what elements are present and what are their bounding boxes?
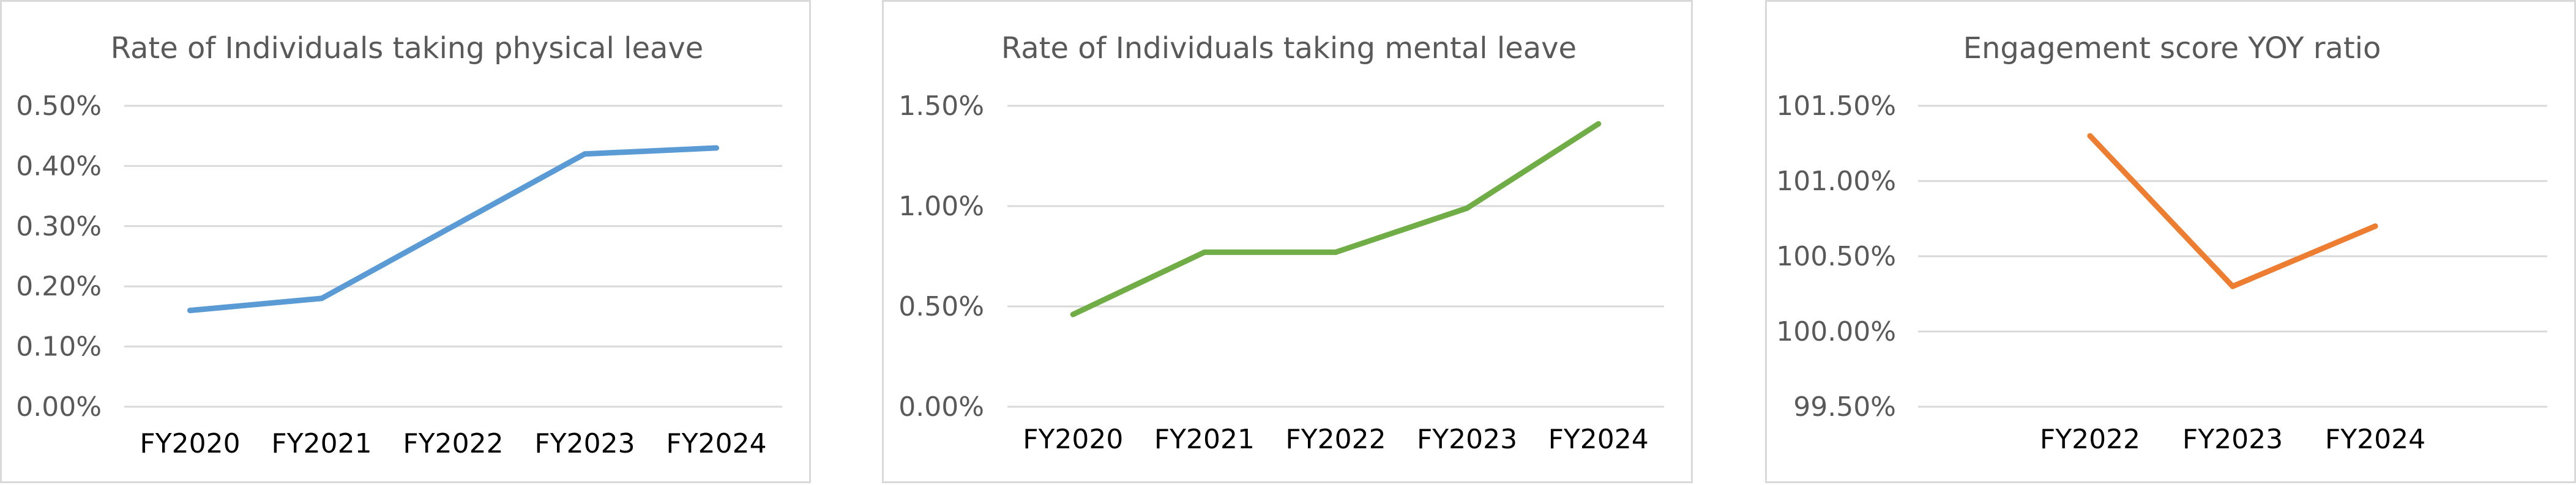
data-point	[2372, 223, 2378, 229]
y-tick-label: 0.40%	[16, 150, 102, 182]
y-tick-label: 0.50%	[898, 291, 984, 322]
x-axis: FY2020 FY2021 FY2022 FY2023 FY2024	[1023, 424, 1649, 455]
data-point	[450, 223, 456, 229]
x-axis: FY2020 FY2021 FY2022 FY2023 FY2024	[140, 428, 766, 459]
physical-leave-chart-svg: Rate of Individuals taking physical leav…	[16, 31, 782, 459]
x-tick-label: FY2022	[403, 428, 503, 459]
x-tick-label: FY2023	[534, 428, 635, 459]
data-point	[2087, 133, 2093, 139]
y-axis: 99.50% 100.00% 100.50% 101.00% 101.50%	[1776, 91, 1896, 423]
gridlines	[1918, 105, 2547, 408]
y-tick-label: 99.50%	[1793, 391, 1896, 423]
x-tick-label: FY2020	[1023, 424, 1123, 455]
mental-leave-chart: Rate of Individuals taking mental leave …	[882, 0, 1693, 483]
y-tick-label: 100.00%	[1776, 316, 1896, 347]
x-tick-label: FY2021	[271, 428, 371, 459]
series-line	[2087, 133, 2378, 289]
data-point	[2230, 283, 2236, 289]
chart-title: Engagement score YOY ratio	[1963, 31, 2381, 65]
x-tick-label: FY2023	[2182, 424, 2283, 455]
engagement-score-chart-svg: Engagement score YOY ratio 99.50% 100.00%…	[1776, 31, 2547, 455]
x-tick-label: FY2024	[1548, 424, 1649, 455]
y-tick-label: 0.50%	[16, 91, 102, 122]
data-point	[187, 308, 193, 314]
gridlines	[124, 105, 782, 408]
y-tick-label: 1.50%	[898, 91, 984, 122]
x-tick-label: FY2024	[666, 428, 766, 459]
data-point	[319, 295, 324, 302]
x-tick-label: FY2023	[1417, 424, 1517, 455]
engagement-score-chart: Engagement score YOY ratio 99.50% 100.00%…	[1765, 0, 2576, 483]
y-tick-label: 0.30%	[16, 211, 102, 242]
data-point	[1464, 205, 1470, 211]
y-axis: 0.00% 0.50% 1.00% 1.50%	[898, 91, 984, 423]
x-tick-label: FY2022	[2040, 424, 2140, 455]
x-tick-label: FY2021	[1154, 424, 1255, 455]
x-tick-label: FY2022	[1285, 424, 1386, 455]
x-axis: FY2022 FY2023 FY2024	[2040, 424, 2425, 455]
data-point	[582, 151, 588, 157]
y-tick-label: 100.50%	[1776, 241, 1896, 272]
data-point	[1596, 121, 1602, 127]
chart-title: Rate of Individuals taking mental leave	[1001, 31, 1577, 65]
y-tick-label: 1.00%	[898, 191, 984, 222]
chart-title: Rate of Individuals taking physical leav…	[111, 31, 704, 65]
data-point	[1070, 311, 1076, 317]
mental-leave-chart-svg: Rate of Individuals taking mental leave …	[898, 31, 1664, 455]
data-point	[1201, 249, 1208, 255]
y-axis: 0.00% 0.10% 0.20% 0.30% 0.40% 0.50%	[16, 91, 102, 423]
y-tick-label: 0.10%	[16, 331, 102, 363]
gridlines	[1007, 105, 1664, 408]
series-line	[1070, 121, 1602, 317]
physical-leave-chart: Rate of Individuals taking physical leav…	[0, 0, 811, 483]
y-tick-label: 101.50%	[1776, 91, 1896, 122]
data-point	[1333, 249, 1338, 255]
y-tick-label: 0.20%	[16, 271, 102, 302]
y-tick-label: 101.00%	[1776, 166, 1896, 197]
y-tick-label: 0.00%	[16, 391, 102, 423]
data-point	[714, 145, 719, 151]
y-tick-label: 0.00%	[898, 391, 984, 423]
x-tick-label: FY2020	[140, 428, 240, 459]
x-tick-label: FY2024	[2325, 424, 2425, 455]
